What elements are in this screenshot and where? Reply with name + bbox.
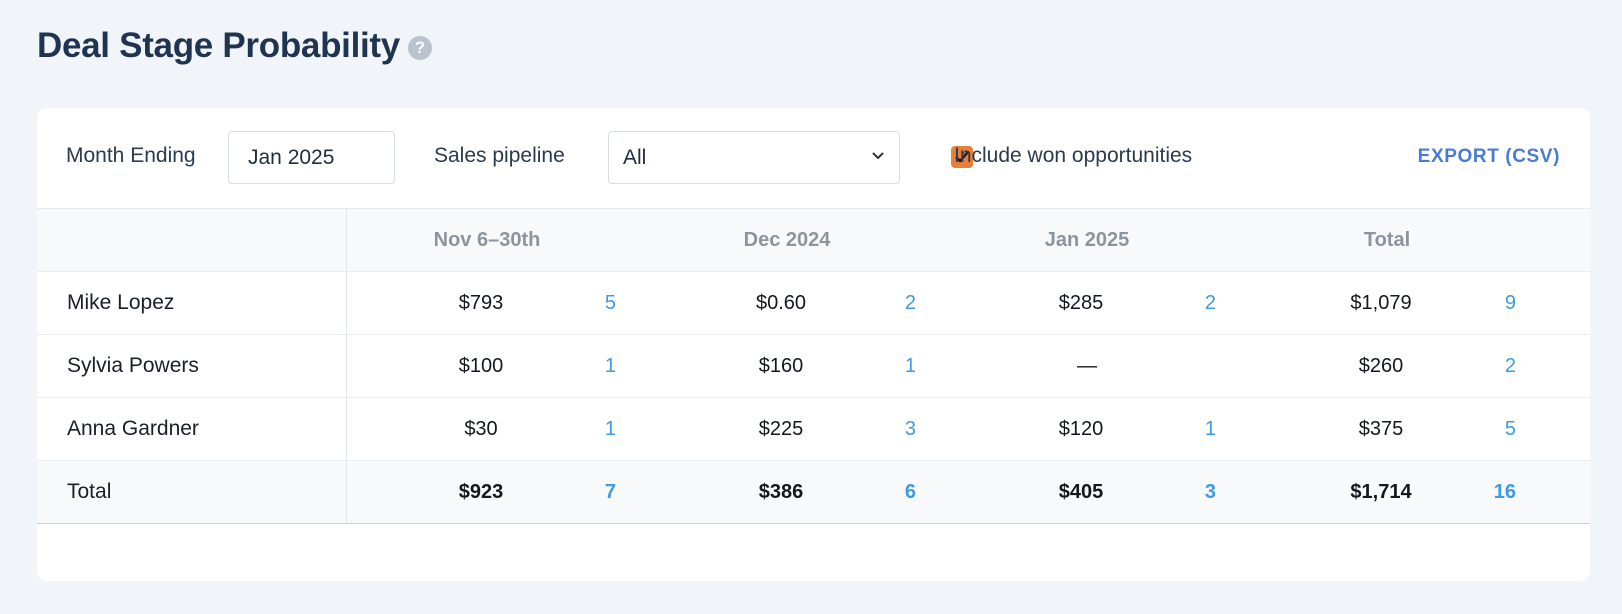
row-name: Mike Lopez bbox=[37, 272, 347, 334]
count-cell[interactable]: 1 bbox=[604, 354, 616, 377]
column-header: Jan 2025 bbox=[1044, 228, 1130, 251]
count-cell[interactable]: 2 bbox=[1204, 291, 1216, 314]
amount-cell: $1,079 bbox=[1350, 291, 1412, 314]
table-row: Sylvia Powers $100 1 $160 1 — $260 2 bbox=[37, 335, 1590, 398]
column-header: Total bbox=[1363, 228, 1411, 251]
amount-cell: $923 bbox=[458, 480, 504, 503]
column-header: Dec 2024 bbox=[743, 228, 831, 251]
report-card: Month Ending Jan 2025 Sales pipeline All… bbox=[37, 108, 1590, 581]
amount-cell: $260 bbox=[1358, 354, 1404, 377]
count-cell[interactable]: 9 bbox=[1504, 291, 1516, 314]
export-csv-button[interactable]: EXPORT (CSV) bbox=[1417, 146, 1560, 167]
amount-cell: $225 bbox=[758, 417, 804, 440]
page-title: Deal Stage Probability bbox=[37, 26, 400, 65]
count-cell[interactable]: 1 bbox=[1204, 417, 1216, 440]
count-cell[interactable]: 7 bbox=[604, 480, 616, 503]
count-cell[interactable]: 5 bbox=[1504, 417, 1516, 440]
include-won-checkbox[interactable] bbox=[951, 146, 973, 168]
sales-pipeline-select[interactable]: All bbox=[608, 131, 900, 184]
amount-cell: $793 bbox=[458, 291, 504, 314]
amount-cell: $160 bbox=[758, 354, 804, 377]
row-name: Anna Gardner bbox=[37, 398, 347, 460]
month-ending-value: Jan 2025 bbox=[248, 145, 335, 169]
include-won-label: Include won opportunities bbox=[954, 144, 1193, 167]
row-name: Total bbox=[37, 461, 347, 523]
count-cell[interactable]: 3 bbox=[1204, 480, 1216, 503]
column-header: Nov 6–30th bbox=[433, 228, 541, 251]
sales-pipeline-value: All bbox=[623, 145, 647, 169]
chevron-down-icon bbox=[872, 152, 884, 160]
count-cell[interactable]: 6 bbox=[904, 480, 916, 503]
amount-cell: $405 bbox=[1058, 480, 1104, 503]
amount-cell: — bbox=[1077, 354, 1097, 377]
count-cell bbox=[1176, 335, 1216, 397]
table-row: Anna Gardner $30 1 $225 3 $120 1 $375 5 bbox=[37, 398, 1590, 461]
filter-toolbar: Month Ending Jan 2025 Sales pipeline All… bbox=[37, 108, 1590, 208]
count-cell[interactable]: 2 bbox=[1504, 354, 1516, 377]
month-ending-input[interactable]: Jan 2025 bbox=[228, 131, 395, 184]
count-cell[interactable]: 1 bbox=[904, 354, 916, 377]
help-icon[interactable]: ? bbox=[407, 36, 432, 60]
amount-cell: $0.60 bbox=[755, 291, 807, 314]
table-header-row: Nov 6–30th Dec 2024 Jan 2025 Total bbox=[37, 209, 1590, 272]
count-cell[interactable]: 3 bbox=[904, 417, 916, 440]
check-icon bbox=[955, 151, 969, 163]
table-row: Mike Lopez $793 5 $0.60 2 $285 2 $1,079 … bbox=[37, 272, 1590, 335]
month-ending-label: Month Ending bbox=[66, 144, 196, 167]
title-row: Deal Stage Probability ? bbox=[37, 26, 432, 66]
amount-cell: $386 bbox=[758, 480, 804, 503]
count-cell[interactable]: 2 bbox=[904, 291, 916, 314]
count-cell[interactable]: 16 bbox=[1493, 480, 1516, 503]
amount-cell: $120 bbox=[1058, 417, 1104, 440]
amount-cell: $375 bbox=[1358, 417, 1404, 440]
amount-cell: $30 bbox=[464, 417, 498, 440]
sales-pipeline-label: Sales pipeline bbox=[434, 144, 565, 167]
row-name: Sylvia Powers bbox=[37, 335, 347, 397]
header-name-cell bbox=[37, 209, 347, 271]
data-table: Nov 6–30th Dec 2024 Jan 2025 Total Mike … bbox=[37, 208, 1590, 524]
amount-cell: $100 bbox=[458, 354, 504, 377]
count-cell[interactable]: 5 bbox=[604, 291, 616, 314]
amount-cell: $285 bbox=[1058, 291, 1104, 314]
amount-cell: $1,714 bbox=[1350, 480, 1412, 503]
count-cell[interactable]: 1 bbox=[604, 417, 616, 440]
table-total-row: Total $923 7 $386 6 $405 3 $1,714 16 bbox=[37, 461, 1590, 524]
